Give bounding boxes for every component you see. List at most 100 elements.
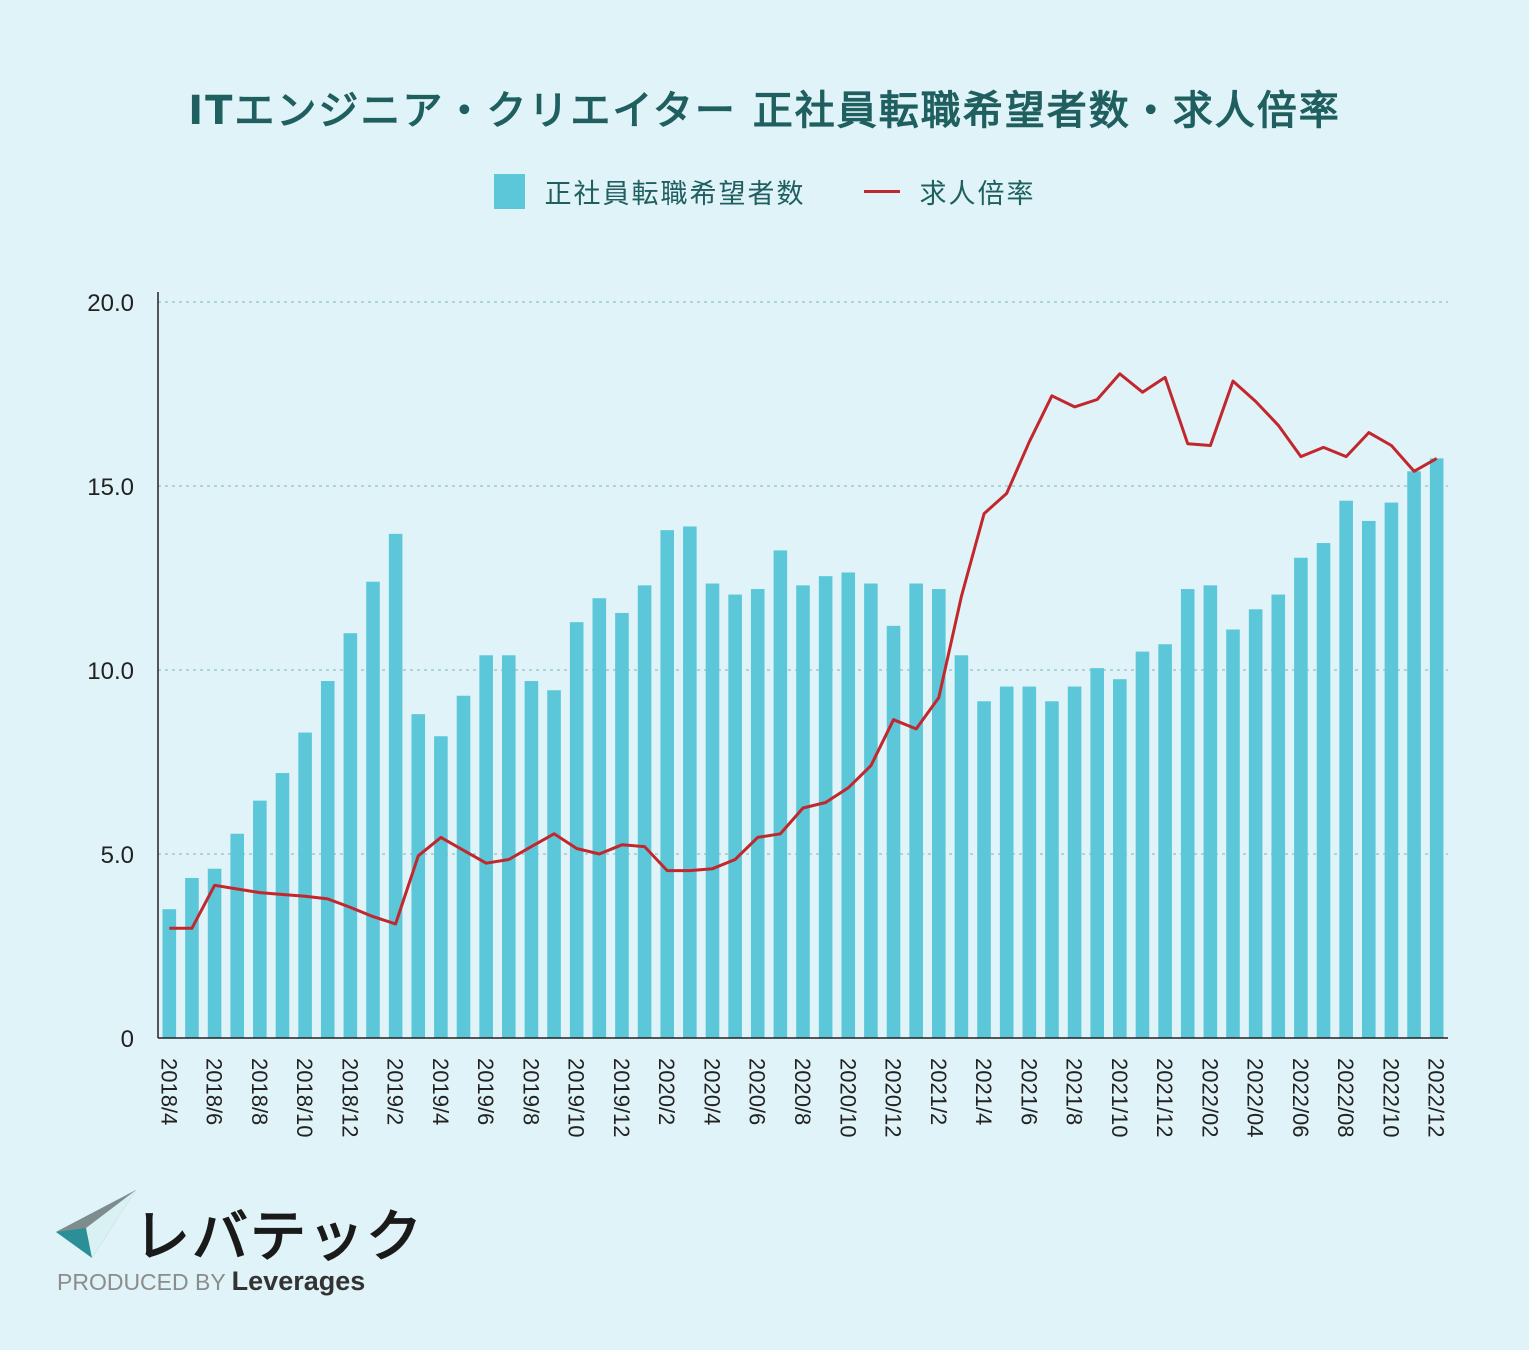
bar xyxy=(705,583,720,1038)
y-axis-ticks: 0 5.0 10.0 15.0 20.0 xyxy=(87,290,134,1053)
bar xyxy=(1384,502,1399,1038)
x-tick-label: 2018/12 xyxy=(337,1058,362,1138)
x-tick-label: 2021/12 xyxy=(1152,1058,1177,1138)
bar xyxy=(434,736,448,1038)
bar xyxy=(230,833,244,1038)
axes xyxy=(157,292,1448,1039)
bar xyxy=(999,686,1014,1038)
bar xyxy=(1113,679,1127,1038)
bar xyxy=(660,530,674,1038)
bar xyxy=(1158,644,1172,1038)
bar xyxy=(615,612,629,1038)
x-tick-label: 2021/6 xyxy=(1016,1058,1041,1125)
x-tick-label: 2020/4 xyxy=(699,1058,724,1125)
bar xyxy=(1045,701,1059,1038)
y-tick-label: 10.0 xyxy=(87,658,134,685)
bar xyxy=(456,695,471,1038)
bar xyxy=(298,732,312,1038)
ratio-line xyxy=(169,372,1438,930)
bar xyxy=(569,622,584,1038)
x-tick-label: 2019/12 xyxy=(609,1058,634,1138)
bar xyxy=(253,800,267,1038)
bar xyxy=(1248,609,1263,1038)
bar xyxy=(388,533,403,1038)
brand-name: Leverages xyxy=(231,1266,366,1296)
chart-title: ITエンジニア・クリエイター 正社員転職希望者数・求人倍率 xyxy=(188,88,1341,134)
bar xyxy=(1362,520,1376,1038)
bar xyxy=(343,633,358,1038)
y-tick-label: 5.0 xyxy=(101,842,134,869)
produced-by-label: PRODUCED BY xyxy=(57,1269,226,1295)
x-tick-label: 2021/10 xyxy=(1107,1058,1132,1138)
bar xyxy=(547,690,561,1038)
legend: 正社員転職希望者数 求人倍率 xyxy=(0,172,1529,211)
bar xyxy=(818,576,833,1038)
x-tick-label: 2019/10 xyxy=(564,1058,589,1138)
x-tick-label: 2018/8 xyxy=(247,1058,272,1125)
bar xyxy=(320,681,335,1038)
bar xyxy=(750,589,765,1038)
x-tick-label: 2019/8 xyxy=(518,1058,543,1125)
bar xyxy=(1226,629,1240,1038)
logo-text: レバテック xyxy=(134,1205,424,1270)
bar xyxy=(1429,458,1444,1038)
legend-item-line: 求人倍率 xyxy=(806,172,1036,211)
x-tick-label: 2022/10 xyxy=(1378,1058,1403,1138)
x-tick-label: 2019/4 xyxy=(428,1058,453,1125)
legend-line-label: 求人倍率 xyxy=(919,179,1036,210)
legend-item-bar: 正社員転職希望者数 xyxy=(493,172,806,211)
x-tick-label: 2019/2 xyxy=(383,1058,408,1125)
produced-by: PRODUCED BY Leverages xyxy=(57,1266,365,1297)
x-tick-label: 2022/08 xyxy=(1333,1058,1358,1138)
bar xyxy=(886,625,901,1038)
bar xyxy=(1339,500,1353,1039)
y-tick-label: 20.0 xyxy=(87,290,134,317)
bar xyxy=(207,868,222,1038)
y-tick-label: 0 xyxy=(121,1026,134,1053)
bar xyxy=(977,701,991,1038)
legend-line-swatch xyxy=(863,190,900,193)
x-tick-label: 2018/6 xyxy=(202,1058,227,1125)
x-tick-label: 2020/2 xyxy=(654,1058,679,1125)
bar xyxy=(773,550,788,1038)
bar xyxy=(1271,594,1286,1038)
x-tick-label: 2021/8 xyxy=(1062,1058,1087,1125)
bar xyxy=(1407,471,1421,1038)
bar xyxy=(1022,686,1037,1038)
legend-bar-label: 正社員転職希望者数 xyxy=(544,179,806,210)
bar xyxy=(185,877,199,1038)
bar xyxy=(1180,589,1195,1038)
bar xyxy=(864,583,878,1038)
x-tick-label: 2019/6 xyxy=(473,1058,498,1125)
bar xyxy=(637,585,652,1038)
x-tick-label: 2020/10 xyxy=(835,1058,860,1138)
bar xyxy=(1203,585,1218,1038)
bar xyxy=(796,585,810,1038)
bar xyxy=(502,655,516,1038)
x-tick-label: 2020/6 xyxy=(745,1058,770,1125)
bar xyxy=(1316,543,1331,1038)
bar xyxy=(1090,668,1104,1038)
bar-series xyxy=(162,458,1444,1039)
bar xyxy=(1135,651,1150,1038)
x-tick-label: 2022/04 xyxy=(1243,1058,1268,1138)
bar xyxy=(954,655,969,1038)
bar xyxy=(479,655,493,1038)
bar xyxy=(841,572,856,1038)
bar xyxy=(411,714,426,1038)
x-tick-label: 2018/10 xyxy=(292,1058,317,1138)
legend-bar-swatch xyxy=(493,174,525,209)
bar xyxy=(524,681,539,1038)
bar xyxy=(1294,557,1308,1038)
bar xyxy=(932,589,946,1038)
y-tick-label: 15.0 xyxy=(87,474,134,501)
x-tick-label: 2021/4 xyxy=(971,1058,996,1125)
x-tick-label: 2020/12 xyxy=(881,1058,906,1138)
bar xyxy=(592,598,607,1038)
x-tick-label: 2018/4 xyxy=(156,1058,181,1125)
x-tick-label: 2021/2 xyxy=(926,1058,951,1125)
chart-canvas: 0 5.0 10.0 15.0 20.0 2018/4 2018/6 2018/8 2018/… xyxy=(87,290,1449,1138)
x-tick-label: 2022/12 xyxy=(1424,1058,1449,1138)
bar xyxy=(683,526,697,1038)
bar xyxy=(728,594,742,1038)
